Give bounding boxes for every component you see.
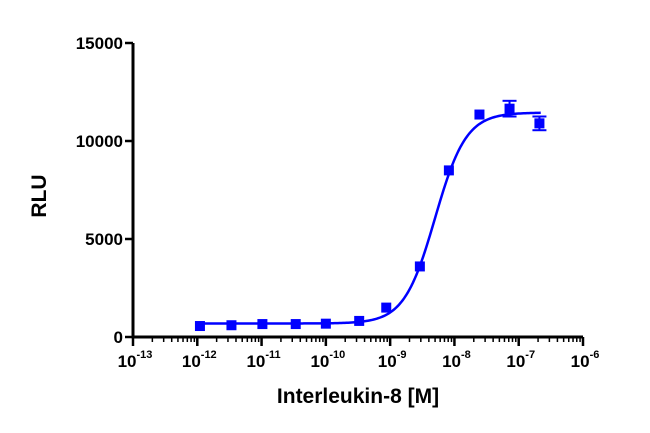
y-tick-label: 15000 [76, 34, 123, 53]
x-tick-exponent: -8 [461, 349, 471, 361]
x-tick-base: 10 [246, 352, 265, 371]
x-tick-exponent: -13 [137, 349, 153, 361]
x-tick-exponent: -11 [265, 349, 280, 361]
data-point [414, 261, 425, 272]
x-tick-base: 10 [571, 352, 590, 371]
y-axis-title: RLU [28, 174, 51, 217]
data-point [257, 319, 268, 330]
x-tick-label: 10-9 [378, 349, 407, 371]
x-tick-exponent: -12 [201, 349, 217, 361]
data-point [320, 318, 331, 329]
data-point [474, 109, 485, 120]
data-point [290, 319, 301, 330]
x-tick-label: 10-6 [571, 349, 600, 371]
x-tick-label: 10-8 [442, 349, 471, 371]
y-tick-label: 5000 [85, 230, 123, 249]
axis-lines [131, 43, 583, 339]
x-tick-label: 10-13 [118, 349, 153, 371]
x-tick-label: 10-11 [246, 349, 280, 371]
x-axis-title: Interleukin-8 [M] [277, 385, 439, 408]
x-tick-base: 10 [118, 352, 137, 371]
x-tick-exponent: -7 [525, 349, 535, 361]
x-tick-label: 10-7 [506, 349, 535, 371]
x-tick-exponent: -6 [590, 349, 600, 361]
x-tick-base: 10 [310, 352, 329, 371]
x-tick-label: 10-12 [182, 349, 217, 371]
data-point [381, 302, 392, 313]
x-tick-base: 10 [506, 352, 525, 371]
data-point [354, 315, 365, 326]
data-point [534, 118, 545, 129]
x-tick-exponent: -9 [397, 349, 407, 361]
x-tick-exponent: -10 [329, 349, 345, 361]
y-tick-label: 0 [114, 328, 123, 347]
x-tick-base: 10 [378, 352, 397, 371]
fit-curve-group [199, 111, 541, 325]
data-point [194, 321, 205, 332]
data-point [443, 165, 454, 176]
data-points [194, 99, 547, 332]
fit-curve [199, 111, 541, 325]
x-tick-base: 10 [442, 352, 461, 371]
x-tick-base: 10 [182, 352, 201, 371]
data-point [226, 320, 237, 331]
data-point [504, 103, 515, 114]
axes [131, 43, 583, 339]
y-tick-label: 10000 [76, 132, 123, 151]
x-tick-label: 10-10 [310, 349, 345, 371]
